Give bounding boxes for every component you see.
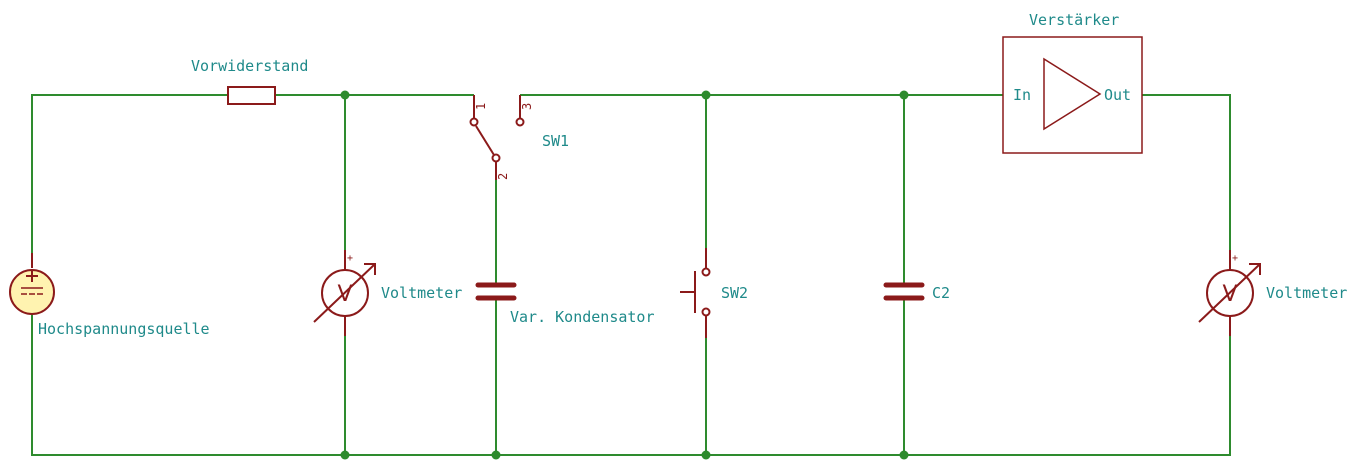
resistor-label: Vorwiderstand <box>191 57 308 75</box>
junction-dot <box>899 450 909 460</box>
sw2-label: SW2 <box>721 284 748 302</box>
voltmeter-glyph: V <box>337 282 352 307</box>
voltmeter-arrowhead <box>1249 263 1261 275</box>
voltage-source <box>9 253 55 315</box>
wire-amp-out-right <box>1142 94 1231 250</box>
junction-dot <box>491 450 501 460</box>
sw1-pin1-label: 1 <box>474 103 488 110</box>
amplifier-in-label: In <box>1013 86 1031 104</box>
resistor-body <box>227 86 276 105</box>
sw1-contact-1 <box>469 117 479 127</box>
voltmeter-right-label: Voltmeter <box>1266 284 1347 302</box>
amplifier-label: Verstärker <box>1029 11 1119 29</box>
voltmeter-body <box>1206 269 1254 317</box>
varcap-label: Var. Kondensator <box>510 308 655 326</box>
amplifier-box <box>1002 36 1143 154</box>
amplifier-out-label: Out <box>1104 86 1131 104</box>
sw2-contact-bottom <box>701 307 711 317</box>
voltmeter-plus: + <box>347 253 353 264</box>
sw1-lever <box>475 125 495 156</box>
voltmeter-arrow <box>313 263 376 323</box>
voltmeter-body <box>321 269 369 317</box>
voltmeter-plus: + <box>1232 253 1238 264</box>
amplifier: In Out <box>1002 36 1143 154</box>
wires <box>31 94 1231 456</box>
sw1-contact-3 <box>515 117 525 127</box>
sw1-pin3-label: 3 <box>520 103 534 110</box>
wire-bottom-rail <box>31 313 1231 456</box>
junctions <box>340 90 909 460</box>
voltmeter-arrow <box>1198 263 1261 323</box>
capacitor-c2 <box>883 282 925 301</box>
variable-capacitor <box>475 282 517 301</box>
voltmeter-right: + V <box>1198 250 1261 336</box>
junction-dot <box>340 450 350 460</box>
voltmeter-left: + V <box>313 250 376 336</box>
sw1-pin2-label: 2 <box>496 173 510 180</box>
junction-dot <box>340 90 350 100</box>
switch-sw1: 1 3 2 <box>469 95 534 180</box>
sw1-label: SW1 <box>542 132 569 150</box>
junction-dot <box>899 90 909 100</box>
junction-dot <box>701 450 711 460</box>
sw1-contact-2 <box>491 153 501 163</box>
amplifier-triangle-icon <box>1043 57 1102 131</box>
source-label: Hochspannungsquelle <box>38 320 210 338</box>
switch-sw2 <box>680 248 711 338</box>
wire-top-left <box>31 94 228 253</box>
c2-label: C2 <box>932 284 950 302</box>
voltmeter-glyph: V <box>1222 282 1237 307</box>
voltmeter-left-label: Voltmeter <box>381 284 462 302</box>
junction-dot <box>701 90 711 100</box>
sw2-contact-top <box>701 267 711 277</box>
voltmeter-arrowhead <box>364 263 376 275</box>
